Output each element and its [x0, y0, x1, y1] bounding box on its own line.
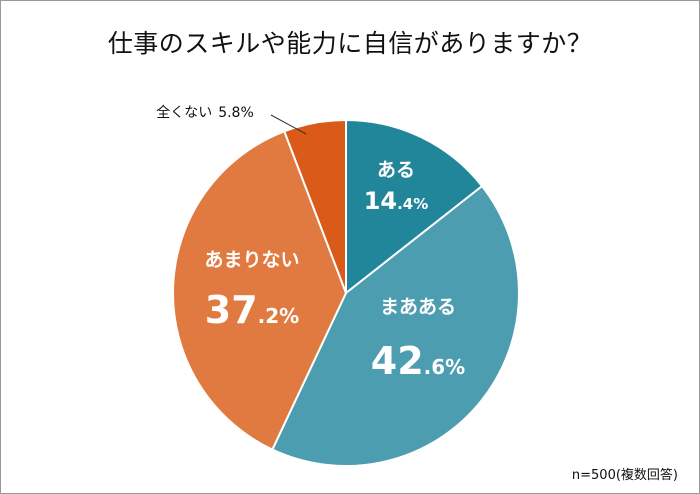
slice-value-aru: 14.4%: [364, 187, 429, 215]
leader-line-zenkunai: [270, 114, 307, 135]
sample-note: n=500(複数回答): [571, 468, 678, 483]
slice-value-maaaru: 42.6%: [371, 339, 465, 383]
slice-label-zenkunai: 全くない 5.8%: [156, 104, 254, 121]
slice-label-aru: ある: [377, 159, 415, 181]
chart-title: 仕事のスキルや能力に自信がありますか？: [107, 29, 593, 58]
slice-value-amarinai: 37.2%: [205, 288, 299, 332]
slice-zenkunai: [283, 118, 347, 294]
slice-aru: [345, 118, 484, 296]
slice-label-amarinai: あまりない: [204, 249, 299, 271]
slice-amarinai: [172, 130, 348, 451]
slice-maaaru: [271, 184, 520, 467]
slice-label-maaaru: まあある: [380, 296, 456, 318]
